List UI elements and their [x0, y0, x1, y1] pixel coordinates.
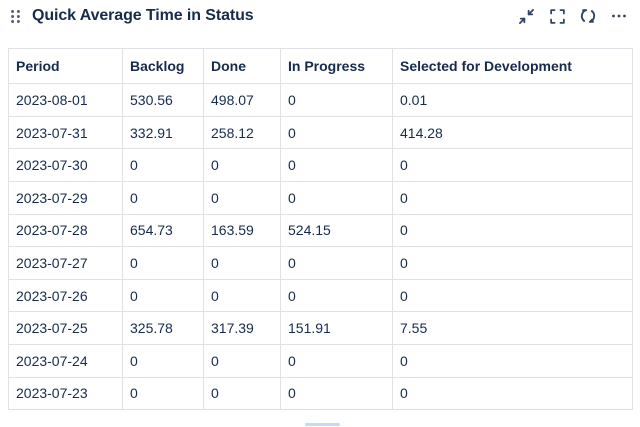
average-time-table: Period Backlog Done In Progress Selected for…	[8, 47, 633, 411]
table-cell: 151.91	[280, 311, 393, 346]
table-cell: 0	[392, 344, 633, 378]
column-header: Done	[203, 47, 281, 85]
table-row: 2023-07-28 654.73 163.59 524.15 0	[8, 213, 633, 248]
table-cell: 0.01	[392, 83, 633, 117]
table-cell: 524.15	[280, 213, 393, 248]
table-cell: 0	[122, 181, 204, 215]
table-row: 2023-07-31 332.91 258.12 0 414.28	[8, 115, 633, 150]
table-cell: 325.78	[122, 311, 204, 346]
table-row: 2023-07-26 0 0 0 0	[8, 278, 633, 313]
more-button[interactable]	[608, 5, 630, 27]
table-cell: 0	[203, 181, 281, 215]
table-cell: 2023-08-01	[8, 83, 123, 117]
table-cell: 2023-07-26	[8, 278, 123, 313]
table-body: 2023-08-01 530.56 498.07 0 0.01 2023-07-31 332…	[8, 83, 633, 411]
table-cell: 0	[280, 376, 393, 411]
table-cell: 0	[280, 83, 393, 117]
table-cell: 2023-07-28	[8, 213, 123, 248]
table-cell: 332.91	[122, 115, 204, 150]
gadget-header: Quick Average Time in Status	[0, 0, 640, 48]
header-row: Period Backlog Done In Progress Selected for…	[8, 47, 633, 85]
column-header: In Progress	[280, 47, 393, 85]
table-cell: 414.28	[392, 115, 633, 150]
table-cell: 0	[122, 278, 204, 313]
table-cell: 0	[280, 148, 393, 183]
table-cell: 0	[203, 278, 281, 313]
table-cell: 0	[203, 344, 281, 378]
table-cell: 0	[122, 246, 204, 280]
drag-handle-icon[interactable]	[10, 9, 21, 24]
gadget-actions	[515, 5, 630, 27]
column-header: Period	[8, 47, 123, 85]
table-cell: 498.07	[203, 83, 281, 117]
table-row: 2023-07-24 0 0 0 0	[8, 344, 633, 378]
refresh-button[interactable]	[577, 5, 599, 27]
table-cell: 0	[392, 213, 633, 248]
table-cell: 0	[203, 148, 281, 183]
table-row: 2023-07-25 325.78 317.39 151.91 7.55	[8, 311, 633, 346]
gadget-title: Quick Average Time in Status	[32, 7, 254, 24]
table-row: 2023-08-01 530.56 498.07 0 0.01	[8, 83, 633, 117]
table-row: 2023-07-23 0 0 0 0	[8, 376, 633, 411]
table-cell: 0	[122, 148, 204, 183]
table-cell: 2023-07-30	[8, 148, 123, 183]
table-cell: 2023-07-29	[8, 181, 123, 215]
table-cell: 2023-07-27	[8, 246, 123, 280]
table-cell: 0	[122, 376, 204, 411]
table-header: Period Backlog Done In Progress Selected for…	[8, 47, 633, 85]
table-cell: 163.59	[203, 213, 281, 248]
table-cell: 317.39	[203, 311, 281, 346]
table-row: 2023-07-30 0 0 0 0	[8, 148, 633, 183]
table-cell: 0	[280, 278, 393, 313]
column-header: Selected for Development	[392, 47, 633, 85]
horizontal-scrollbar-thumb[interactable]	[305, 423, 340, 426]
table-cell: 0	[203, 376, 281, 411]
minimize-icon	[518, 8, 535, 25]
expand-button[interactable]	[546, 5, 568, 27]
table-cell: 0	[280, 246, 393, 280]
table-cell: 0	[392, 148, 633, 183]
table-cell: 0	[392, 278, 633, 313]
column-header: Backlog	[122, 47, 204, 85]
table-cell: 0	[280, 115, 393, 150]
table-cell: 2023-07-24	[8, 344, 123, 378]
ellipsis-icon	[611, 8, 627, 24]
table-cell: 2023-07-23	[8, 376, 123, 411]
table-cell: 530.56	[122, 83, 204, 117]
refresh-icon	[579, 7, 597, 25]
minimize-button[interactable]	[515, 5, 537, 27]
table-cell: 7.55	[392, 311, 633, 346]
table-cell: 0	[280, 344, 393, 378]
table-cell: 0	[392, 181, 633, 215]
table-cell: 0	[203, 246, 281, 280]
table-cell: 0	[122, 344, 204, 378]
table-cell: 654.73	[122, 213, 204, 248]
fullscreen-icon	[549, 8, 566, 25]
table-row: 2023-07-27 0 0 0 0	[8, 246, 633, 280]
table-row: 2023-07-29 0 0 0 0	[8, 181, 633, 215]
table-cell: 2023-07-25	[8, 311, 123, 346]
table-cell: 2023-07-31	[8, 115, 123, 150]
table-cell: 0	[392, 376, 633, 411]
table-cell: 0	[280, 181, 393, 215]
table-cell: 0	[392, 246, 633, 280]
table-cell: 258.12	[203, 115, 281, 150]
